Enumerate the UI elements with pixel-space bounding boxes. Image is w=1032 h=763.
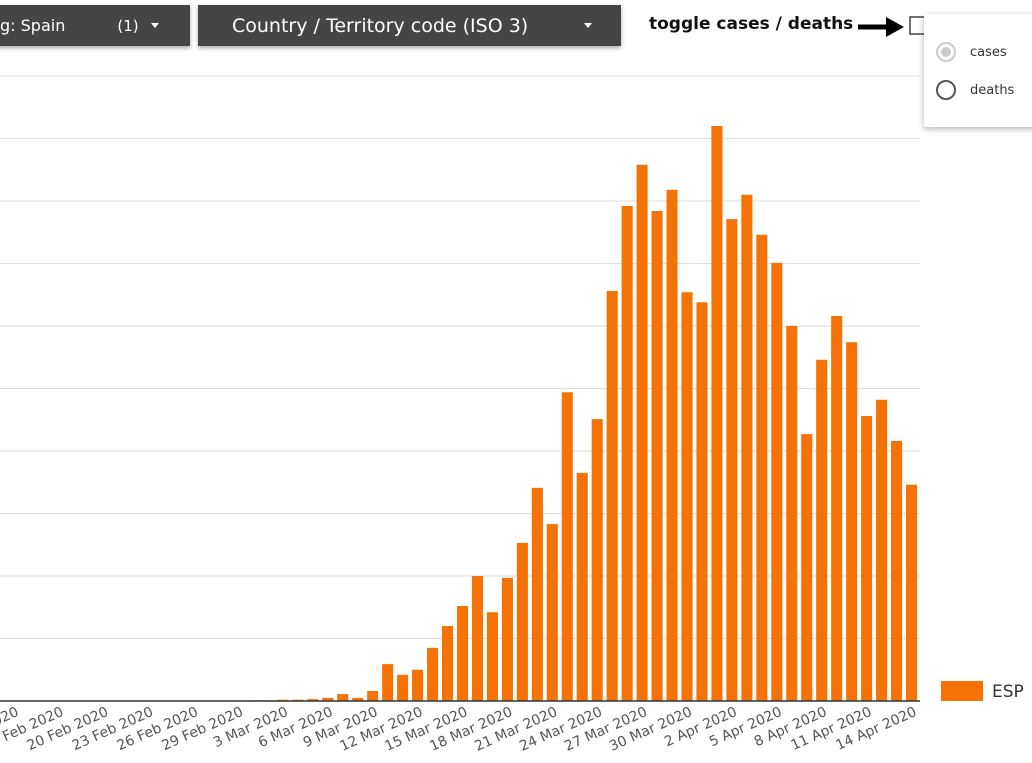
caret <box>150 23 159 28</box>
filter-button[interactable]: g: Spain (1) <box>0 5 190 46</box>
bar <box>726 219 738 701</box>
bar <box>606 291 618 701</box>
bar <box>591 419 603 701</box>
dimension-text: Country / Territory code (ISO 3) <box>232 14 529 37</box>
bar <box>471 576 484 701</box>
bar <box>786 326 798 701</box>
bar <box>352 697 364 701</box>
bar <box>771 262 783 701</box>
option[interactable]: cases <box>936 42 1007 62</box>
legend-label: ESP <box>992 682 1024 702</box>
dimension-button[interactable]: Country / Territory code (ISO 3) <box>198 5 621 46</box>
bar <box>546 524 558 701</box>
bar <box>561 392 573 701</box>
bar <box>681 292 693 701</box>
option-label: deaths <box>970 82 1015 98</box>
bar <box>441 626 454 701</box>
bar <box>397 674 409 701</box>
option-label: cases <box>970 44 1007 60</box>
bar <box>337 694 349 701</box>
option[interactable]: deaths <box>936 80 1014 100</box>
bar <box>711 126 723 701</box>
bar <box>412 669 424 701</box>
bar <box>501 577 513 701</box>
bar <box>756 234 768 701</box>
bar <box>621 206 633 701</box>
bar <box>367 691 379 701</box>
bar <box>846 342 858 701</box>
toggle-popup: cases deaths <box>924 14 1032 127</box>
bar <box>322 697 334 701</box>
bar <box>636 164 648 701</box>
bar <box>456 606 469 701</box>
radio <box>936 42 956 62</box>
toggle-label: toggle cases / deaths <box>649 14 854 34</box>
legend-swatch <box>941 681 983 701</box>
caret <box>584 23 593 28</box>
bar <box>651 211 663 701</box>
filter-text: g: Spain <box>0 16 66 35</box>
bar <box>801 434 813 701</box>
bar <box>531 487 543 701</box>
bar <box>382 664 394 701</box>
bar <box>741 194 753 701</box>
bar <box>816 359 828 701</box>
bar <box>427 647 439 701</box>
bar <box>516 542 528 701</box>
bar <box>486 612 498 701</box>
bar <box>666 189 678 701</box>
bar <box>876 399 888 701</box>
bar <box>861 416 873 701</box>
bar <box>905 484 918 701</box>
bar <box>307 699 319 701</box>
bar <box>891 441 903 701</box>
radio <box>936 80 956 100</box>
bar <box>831 316 843 701</box>
bar <box>696 302 708 701</box>
bar <box>576 472 588 701</box>
filter-count: (1) <box>117 16 139 35</box>
